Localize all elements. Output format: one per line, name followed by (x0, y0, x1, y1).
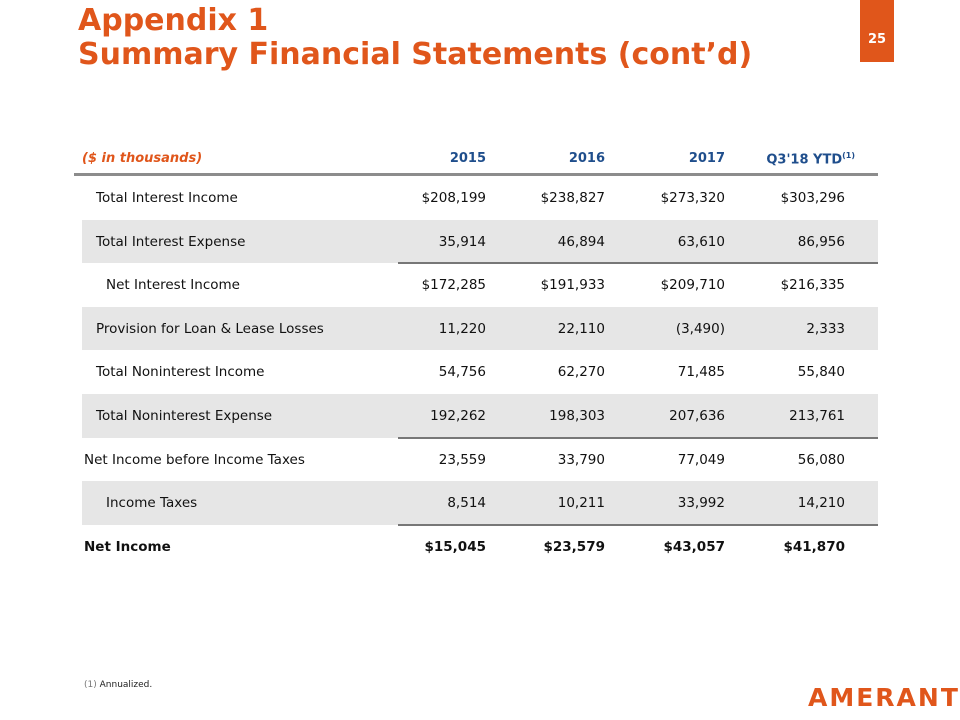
financial-table: ($ in thousands) 2015 2016 2017 Q3'18 YT… (74, 140, 878, 569)
title-line-1: Appendix 1 (78, 3, 269, 38)
row-label: Net Income (84, 538, 171, 555)
column-header-text: Q3'18 YTD (766, 152, 843, 168)
cell-value: $303,296 (780, 190, 845, 206)
cell-value: $216,335 (780, 277, 845, 294)
cell-value: $41,870 (783, 538, 846, 555)
row-label: Provision for Loan & Lease Losses (96, 320, 324, 337)
table-header: ($ in thousands) 2015 2016 2017 Q3'18 YT… (74, 140, 878, 176)
column-header: 2015 (449, 151, 486, 166)
cell-value: 192,262 (430, 407, 486, 424)
cell-value: 35,914 (438, 233, 486, 250)
cell-value: 86,956 (797, 233, 845, 250)
cell-value: 33,790 (557, 451, 605, 468)
cell-value: (3,490) (675, 320, 725, 337)
row-label: Total Interest Expense (96, 233, 246, 250)
table-row: Net Income $15,045 $23,579 $43,057 $41,870 (82, 525, 878, 569)
footnote: (1) Annualized. (84, 680, 152, 690)
table-row: Net Interest Income $172,285 $191,933 $209,… (82, 263, 878, 307)
cell-value: $209,710 (660, 277, 725, 294)
table-row: Provision for Loan & Lease Losses 11,220 2… (82, 306, 878, 351)
row-label: Total Noninterest Income (96, 364, 265, 381)
table-row: Total Noninterest Income 54,756 62,270 71,4… (82, 350, 878, 394)
row-label: Total Interest Income (96, 190, 238, 206)
amerant-logo: AMERANT (808, 683, 960, 712)
table-row: Income Taxes 8,514 10,211 33,992 14,210 (82, 481, 878, 526)
cell-value: 62,270 (557, 364, 605, 381)
row-label: Income Taxes (106, 495, 198, 512)
cell-value: $191,933 (540, 277, 605, 294)
row-label: Net Income before Income Taxes (84, 451, 305, 468)
cell-value: 23,559 (438, 451, 486, 468)
cell-value: 63,610 (677, 233, 725, 250)
cell-value: 207,636 (669, 407, 725, 424)
cell-value: 198,303 (549, 407, 605, 424)
footnote-text: Annualized. (99, 680, 153, 690)
cell-value: 2,333 (806, 320, 845, 337)
cell-value: 10,211 (557, 495, 605, 512)
cell-value: 77,049 (677, 451, 725, 468)
table-row: Net Income before Income Taxes 23,559 33,7… (82, 438, 878, 482)
cell-value: $172,285 (421, 277, 486, 294)
footnote-number: (1) (84, 680, 97, 690)
cell-value: 33,992 (677, 495, 725, 512)
cell-value: $208,199 (421, 190, 486, 206)
row-label: Total Noninterest Expense (96, 407, 273, 424)
footnote-marker: (1) (842, 151, 855, 160)
cell-value: $273,320 (660, 190, 725, 206)
page-number: 25 (860, 0, 894, 62)
table-row: Total Interest Income $208,199 $238,827 $27… (82, 176, 878, 220)
row-label: Net Interest Income (106, 277, 240, 294)
unit-label: ($ in thousands) (82, 151, 203, 166)
cell-value: 54,756 (438, 364, 486, 381)
cell-value: 14,210 (797, 495, 845, 512)
cell-value: 213,761 (789, 407, 845, 424)
slide-title: Appendix 1 Summary Financial Statements … (78, 4, 752, 72)
table-row: Total Interest Expense 35,914 46,894 63,610… (82, 219, 878, 264)
cell-value: $23,579 (543, 538, 606, 555)
cell-value: $15,045 (424, 538, 487, 555)
cell-value: 22,110 (557, 320, 605, 337)
table-row: Total Noninterest Expense 192,262 198,303 2… (82, 393, 878, 439)
cell-value: 11,220 (438, 320, 486, 337)
cell-value: 8,514 (447, 495, 486, 512)
cell-value: 71,485 (677, 364, 725, 381)
cell-value: $43,057 (663, 538, 726, 555)
cell-value: 46,894 (557, 233, 605, 250)
column-header-ytd: Q3'18 YTD(1) (745, 151, 855, 167)
cell-value: $238,827 (540, 190, 605, 206)
title-line-2: Summary Financial Statements (cont’d) (78, 37, 753, 72)
column-header: 2017 (688, 151, 725, 166)
cell-value: 56,080 (797, 451, 845, 468)
cell-value: 55,840 (797, 364, 845, 381)
column-header: 2016 (568, 151, 605, 166)
